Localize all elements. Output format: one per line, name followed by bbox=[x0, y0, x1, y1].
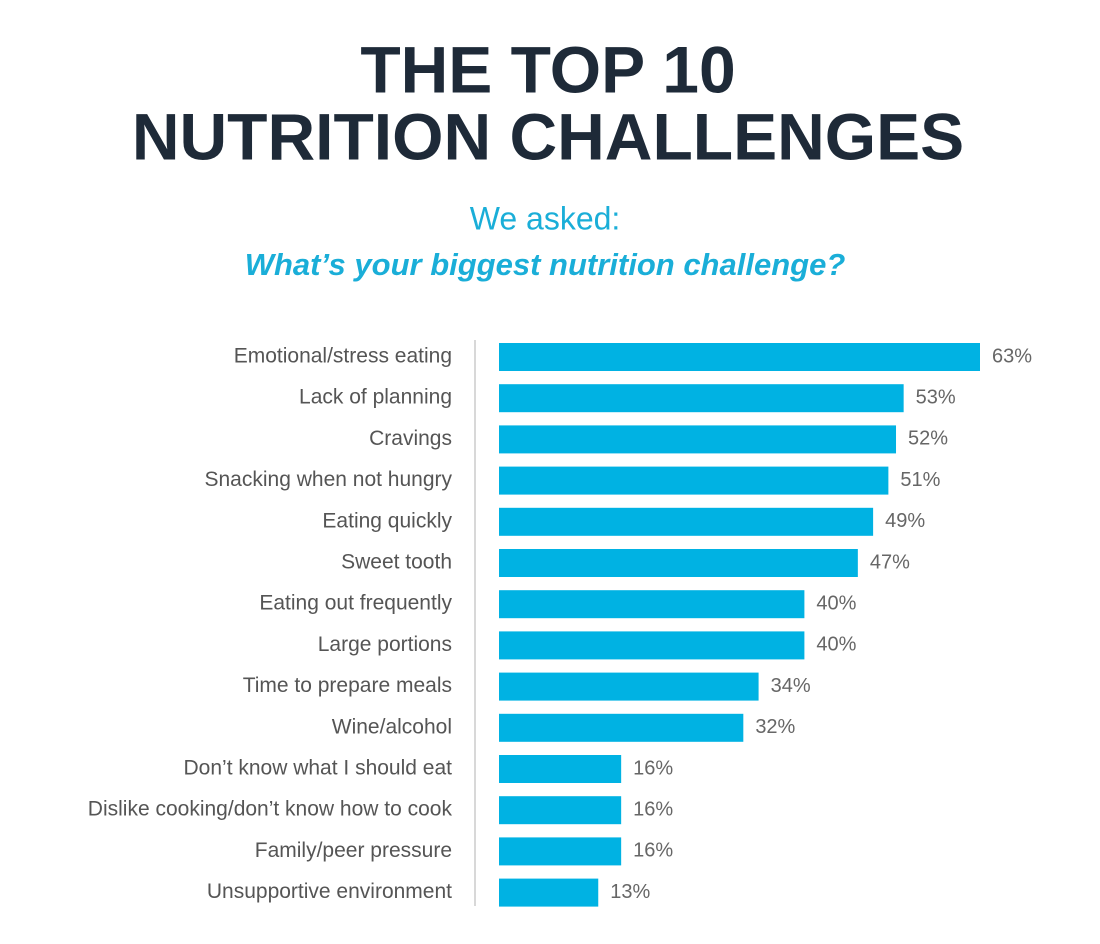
category-label: Eating quickly bbox=[322, 509, 452, 532]
value-label: 13% bbox=[610, 881, 650, 903]
bar bbox=[499, 878, 599, 907]
bar bbox=[499, 796, 622, 825]
bar bbox=[499, 466, 889, 495]
category-label: Large portions bbox=[318, 633, 452, 656]
category-label: Eating out frequently bbox=[259, 592, 452, 615]
value-label: 52% bbox=[908, 428, 948, 450]
value-label: 53% bbox=[916, 386, 956, 408]
value-label: 47% bbox=[870, 551, 910, 573]
bar bbox=[499, 631, 805, 660]
value-label: 16% bbox=[633, 757, 673, 779]
category-label: Don’t know what I should eat bbox=[184, 757, 453, 780]
bar bbox=[499, 837, 622, 866]
value-label: 16% bbox=[633, 840, 673, 862]
question: What’s your biggest nutrition challenge? bbox=[245, 247, 846, 282]
bar bbox=[499, 590, 805, 619]
category-label: Cravings bbox=[369, 427, 452, 450]
category-label: Emotional/stress eating bbox=[234, 345, 452, 368]
bar bbox=[499, 425, 897, 454]
category-label: Snacking when not hungry bbox=[205, 468, 453, 491]
category-label: Lack of planning bbox=[299, 386, 452, 409]
category-label: Wine/alcohol bbox=[332, 715, 452, 738]
bar bbox=[499, 343, 980, 371]
value-label: 63% bbox=[992, 345, 1032, 367]
chart-title: NUTRITION CHALLENGES bbox=[132, 99, 964, 173]
bar bbox=[499, 549, 858, 577]
bar bbox=[499, 384, 904, 413]
value-label: 51% bbox=[900, 469, 940, 491]
category-label: Dislike cooking/don’t know how to cook bbox=[88, 798, 453, 821]
value-label: 40% bbox=[816, 634, 856, 656]
category-label: Sweet tooth bbox=[341, 551, 452, 574]
category-label: Time to prepare meals bbox=[243, 674, 452, 697]
value-label: 16% bbox=[633, 798, 673, 820]
value-label: 49% bbox=[885, 510, 925, 532]
value-label: 34% bbox=[771, 675, 811, 697]
category-label: Family/peer pressure bbox=[255, 839, 452, 862]
value-label: 32% bbox=[755, 716, 795, 738]
subtitle: We asked: bbox=[470, 200, 621, 236]
bar bbox=[499, 507, 874, 536]
bar bbox=[499, 755, 622, 783]
value-label: 40% bbox=[816, 592, 856, 614]
category-label: Unsupportive environment bbox=[207, 880, 452, 903]
bar bbox=[499, 713, 744, 742]
chart-title: THE TOP 10 bbox=[360, 32, 735, 106]
bar bbox=[499, 672, 759, 701]
